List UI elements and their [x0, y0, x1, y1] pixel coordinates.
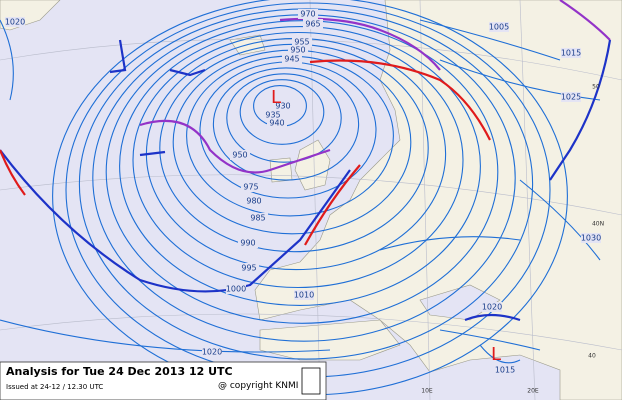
label-bg: [282, 54, 302, 64]
isobar-label: 935: [265, 111, 280, 120]
label-bg: [263, 110, 283, 120]
label-bg: [561, 48, 581, 58]
label-bg: [239, 263, 259, 273]
isobar-label: 1000: [226, 285, 246, 294]
isobar-label: 965: [305, 20, 320, 29]
grid-label: 40N: [592, 221, 604, 228]
isobar-label: 980: [246, 197, 261, 206]
label-bg: [495, 365, 515, 375]
label-bg: [238, 238, 258, 248]
isobar: [0, 319, 331, 353]
low-marker: L: [271, 87, 281, 108]
isobar: [0, 19, 14, 101]
grid-label: 20E: [527, 388, 539, 395]
isobar: [78, 8, 534, 360]
isobar-label: 1020: [202, 348, 222, 357]
isobar-label: 985: [250, 214, 265, 223]
isobar-label: 970: [300, 10, 315, 19]
label-bg: [267, 118, 287, 128]
label-bg: [288, 45, 308, 55]
label-bg: [244, 196, 264, 206]
issued: Issued at 24-12 / 12.30 UTC: [6, 383, 103, 391]
label-bg: [226, 284, 246, 294]
isobar-label: 1005: [489, 23, 509, 32]
label-bg: [298, 9, 318, 19]
isobar: [105, 20, 499, 324]
isobar: [439, 329, 541, 351]
isobar-label: 975: [243, 183, 258, 192]
isobar-label: 955: [294, 38, 309, 47]
isobar-label: 1015: [495, 366, 515, 375]
copyright: @ copyright KNMI: [218, 381, 298, 391]
isobar: [479, 344, 521, 364]
isobar-label: 1010: [294, 291, 314, 300]
label-bg: [581, 233, 601, 243]
label-bg: [489, 22, 509, 32]
grid-label: 50: [592, 84, 600, 91]
isobar: [226, 73, 342, 163]
isobar-label: 930: [275, 102, 290, 111]
title: Analysis for Tue 24 Dec 2013 12 UTC: [6, 365, 233, 378]
isobar: [519, 179, 601, 261]
label-bg: [5, 17, 25, 27]
isobar-label: 1030: [581, 234, 601, 243]
grid-label: 10E: [421, 388, 433, 395]
label-bg: [230, 150, 250, 160]
isobar-label: 1025: [561, 93, 581, 102]
labels: 1020970965955950945930935940950975980985…: [5, 9, 604, 395]
isobar-label: 950: [290, 46, 305, 55]
isobar-label: 995: [241, 264, 256, 273]
label-bg: [292, 37, 312, 47]
isobar: [439, 59, 601, 101]
isobar: [379, 236, 521, 251]
isobar-label: 1020: [482, 303, 502, 312]
logo: [301, 367, 321, 395]
grid-label: 40: [588, 353, 596, 360]
label-bg: [273, 101, 293, 111]
caption-box: [0, 361, 327, 401]
label-bg: [482, 302, 502, 312]
isobar-label: 950: [232, 151, 247, 160]
isobar: [132, 31, 464, 289]
isobar: [419, 19, 561, 61]
low-marker: L: [491, 344, 501, 365]
isobar-label: 945: [284, 55, 299, 64]
isobar-label: 940: [269, 119, 284, 128]
label-bg: [241, 182, 261, 192]
label-bg: [202, 347, 222, 357]
label-bg: [248, 213, 268, 223]
isobar-label: 1020: [5, 18, 25, 27]
isobar-label: 990: [240, 239, 255, 248]
isobar: [212, 67, 360, 181]
label-bg: [303, 19, 323, 29]
isobar: [239, 79, 325, 145]
isobar-label: 1015: [561, 49, 581, 58]
isobar: [119, 26, 481, 306]
label-bg: [561, 92, 581, 102]
label-bg: [294, 290, 314, 300]
